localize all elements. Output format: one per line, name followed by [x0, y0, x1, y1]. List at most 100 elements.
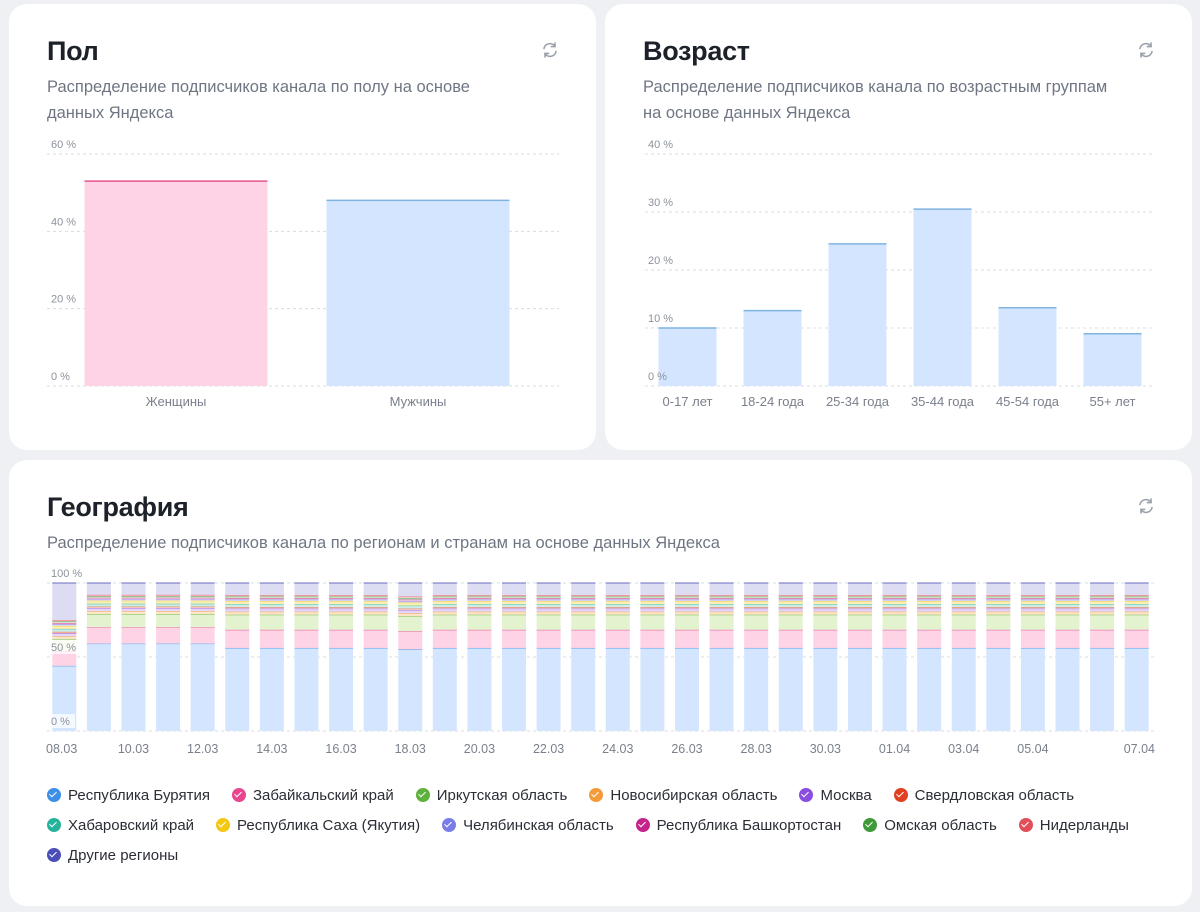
geo-segment: [121, 597, 146, 600]
geo-segment: [847, 607, 872, 609]
geo-segment: [190, 608, 215, 612]
geo-segment: [744, 598, 769, 600]
geo-segment: [709, 607, 734, 609]
legend-item[interactable]: Республика Башкортостан: [635, 816, 841, 834]
geo-segment: [329, 611, 354, 615]
geo-refresh-icon[interactable]: [1136, 496, 1156, 516]
geo-segment: [502, 611, 527, 615]
legend-item[interactable]: Омская область: [863, 816, 997, 834]
geo-segment: [536, 629, 561, 648]
age-bar: [913, 209, 972, 386]
gender-bar: [326, 200, 510, 386]
geo-segment: [951, 629, 976, 648]
geo-segment: [571, 601, 596, 605]
geo-segment: [986, 601, 1011, 605]
legend-check-icon: [47, 848, 61, 862]
legend-item[interactable]: Нидерланды: [1018, 816, 1129, 834]
legend-item[interactable]: Новосибирская область: [589, 786, 777, 804]
geo-segment: [1055, 598, 1080, 600]
legend-item[interactable]: Свердловская область: [893, 786, 1075, 804]
geo-segment: [294, 647, 319, 731]
geo-segment: [225, 647, 250, 731]
geo-segment: [363, 599, 388, 602]
geo-segment: [1020, 614, 1045, 630]
legend-item[interactable]: Иркутская область: [415, 786, 567, 804]
geo-segment: [605, 583, 630, 596]
geo-segment: [225, 601, 250, 605]
geo-segment: [917, 601, 942, 605]
geo-title: География: [47, 492, 189, 522]
geo-segment: [536, 598, 561, 600]
geo-segment: [190, 599, 215, 601]
geo-segment: [329, 596, 354, 599]
geo-segment: [744, 607, 769, 609]
geo-segment: [156, 614, 181, 628]
geo-segment: [52, 636, 77, 640]
geo-segment: [86, 603, 111, 607]
geo-xtick-label: 20.03: [464, 742, 495, 756]
geo-segment: [1124, 611, 1149, 615]
gender-category-label: Мужчины: [390, 394, 447, 409]
geo-segment: [156, 608, 181, 612]
geo-segment: [156, 599, 181, 601]
geo-segment: [467, 611, 492, 615]
geo-segment: [882, 601, 907, 605]
geo-segment: [951, 596, 976, 599]
gender-refresh-icon[interactable]: [540, 40, 560, 60]
geo-segment: [502, 595, 527, 597]
legend-item[interactable]: Забайкальский край: [231, 786, 394, 804]
geo-segment: [813, 607, 838, 609]
geo-segment: [917, 599, 942, 602]
geo-segment: [709, 598, 734, 600]
geo-segment: [1124, 604, 1149, 608]
geo-segment: [640, 601, 665, 605]
geo-segment: [156, 600, 181, 604]
geo-xtick-label: 26.03: [671, 742, 702, 756]
geo-segment: [674, 598, 699, 600]
geo-segment: [605, 596, 630, 599]
geo-segment: [190, 583, 215, 595]
geo-segment: [121, 596, 146, 598]
geo-segment: [571, 599, 596, 602]
geo-segment: [1090, 611, 1115, 615]
geo-segment: [1020, 604, 1045, 608]
geo-segment: [1055, 607, 1080, 609]
legend-item[interactable]: Москва: [799, 786, 872, 804]
geo-segment: [986, 629, 1011, 648]
geo-segment: [52, 620, 77, 622]
geo-segment: [52, 624, 77, 626]
age-refresh-icon[interactable]: [1136, 40, 1156, 60]
legend-item[interactable]: Другие регионы: [47, 846, 178, 864]
geo-segment: [1090, 608, 1115, 612]
geo-ytick-label: 0 %: [51, 716, 70, 728]
legend-item[interactable]: Челябинская область: [442, 816, 614, 834]
legend-label: Свердловская область: [914, 786, 1075, 804]
geo-segment: [1020, 596, 1045, 599]
geo-segment: [917, 595, 942, 597]
geo-segment: [744, 595, 769, 597]
geo-segment: [432, 601, 457, 605]
legend-label: Республика Бурятия: [68, 786, 210, 804]
geo-segment: [1020, 601, 1045, 605]
geo-segment: [398, 608, 423, 611]
geo-segment: [709, 595, 734, 597]
geo-segment: [951, 595, 976, 597]
geo-segment: [52, 651, 77, 666]
geo-segment: [1090, 599, 1115, 602]
geo-segment: [467, 595, 492, 597]
legend-item[interactable]: Хабаровский край: [47, 816, 194, 834]
geo-segment: [847, 647, 872, 731]
legend-item[interactable]: Республика Бурятия: [47, 786, 210, 804]
age-category-label: 35-44 года: [911, 394, 975, 409]
geo-segment: [847, 629, 872, 648]
legend-item[interactable]: Республика Саха (Якутия): [216, 816, 420, 834]
geo-segment: [86, 583, 111, 595]
geo-segment: [502, 599, 527, 602]
geo-segment: [121, 643, 146, 731]
geo-segment: [1020, 629, 1045, 648]
geo-xtick-label: 03.04: [948, 742, 979, 756]
geo-segment: [1124, 607, 1149, 609]
geo-segment: [86, 627, 111, 644]
geo-segment: [363, 611, 388, 615]
geo-segment: [1055, 647, 1080, 731]
